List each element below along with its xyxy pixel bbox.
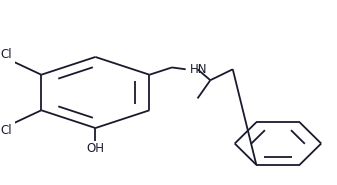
- Text: Cl: Cl: [1, 48, 12, 61]
- Text: Cl: Cl: [1, 124, 12, 137]
- Text: OH: OH: [86, 142, 104, 155]
- Text: HN: HN: [189, 63, 207, 76]
